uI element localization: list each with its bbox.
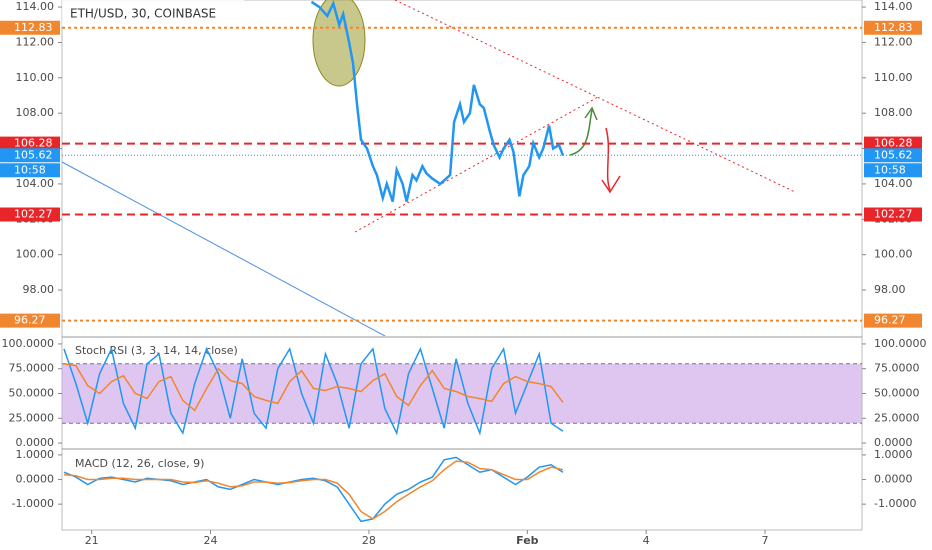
- y-tick-label: 0.0000: [16, 436, 55, 449]
- y-tick-label: 100.0000: [874, 337, 927, 350]
- arrow-down: [601, 127, 621, 194]
- y-tick-label: 108.00: [16, 106, 55, 119]
- trendline: [394, 0, 796, 193]
- y-tick-label: 98.00: [23, 283, 55, 296]
- price-label: 106.28: [14, 137, 53, 150]
- y-tick-label: 1.0000: [16, 448, 55, 461]
- countdown-box: [0, 163, 60, 178]
- price-label: 105.62: [874, 148, 913, 161]
- price-label: 96.27: [874, 314, 906, 327]
- x-tick-label: 7: [761, 534, 768, 547]
- price-label-box: [864, 207, 922, 222]
- x-tick-label: Feb: [516, 534, 539, 547]
- price-label-box: [864, 20, 922, 35]
- price-label: 112.83: [874, 21, 913, 34]
- countdown-box: [864, 163, 922, 178]
- y-tick-label: 98.00: [874, 283, 906, 296]
- y-tick-label: 1.0000: [874, 448, 913, 461]
- y-tick-label: -1.0000: [874, 497, 916, 510]
- y-tick-label: 0.0000: [874, 436, 913, 449]
- countdown: 10:58: [874, 163, 906, 176]
- y-tick-label: 75.0000: [9, 362, 55, 375]
- y-tick-label: 100.00: [16, 248, 55, 261]
- y-tick-label: 110.00: [874, 71, 913, 84]
- price-label: 96.27: [14, 314, 46, 327]
- y-tick-label: 114.00: [874, 0, 913, 13]
- price-label: 105.62: [14, 148, 53, 161]
- y-tick-label: 100.00: [874, 248, 913, 261]
- arrow-up: [569, 106, 598, 156]
- panel: [62, 0, 862, 322]
- highlight-ellipse: [312, 0, 366, 87]
- indicator-title: MACD (12, 26, close, 9): [75, 457, 204, 470]
- y-tick-label: 50.0000: [9, 386, 55, 399]
- price-label-box: [0, 148, 60, 163]
- x-tick-label: 28: [362, 534, 376, 547]
- y-tick-label: 0.0000: [16, 473, 55, 486]
- y-tick-label: 112.00: [874, 35, 913, 48]
- price-label-box: [0, 313, 60, 328]
- series-line: [63, 346, 564, 436]
- y-tick-label: 25.0000: [9, 411, 55, 424]
- x-tick-label: 21: [85, 534, 99, 547]
- y-tick-label: 100.0000: [2, 337, 55, 350]
- price-label-box: [864, 136, 922, 151]
- series-line: [63, 363, 564, 412]
- x-tick-label: 24: [204, 534, 218, 547]
- y-tick-label: 110.00: [16, 71, 55, 84]
- trendline: [62, 161, 386, 336]
- price-label: 112.83: [14, 21, 53, 34]
- indicator-title: Stoch RSI (3, 3, 14, 14, close): [75, 344, 238, 357]
- y-tick-label: 104.00: [16, 177, 55, 190]
- panel: [63, 456, 564, 523]
- x-tick-label: 4: [643, 534, 650, 547]
- y-tick-label: 112.00: [16, 35, 55, 48]
- title-bg: [62, 0, 244, 28]
- y-tick-label: 75.0000: [874, 362, 920, 375]
- y-tick-label: 114.00: [16, 0, 55, 13]
- y-tick-label: 108.00: [874, 106, 913, 119]
- y-tick-label: 0.0000: [874, 473, 913, 486]
- countdown: 10:58: [14, 163, 46, 176]
- price-label-box: [0, 20, 60, 35]
- price-label-box: [0, 136, 60, 151]
- price-label: 106.28: [874, 137, 913, 150]
- price-label-box: [0, 207, 60, 222]
- price-label: 102.27: [874, 208, 913, 221]
- series-line: [63, 456, 564, 523]
- series-line: [310, 0, 565, 203]
- y-tick-label: -1.0000: [12, 497, 54, 510]
- panel: [62, 346, 862, 436]
- price-label: 102.27: [14, 208, 53, 221]
- price-label-box: [864, 313, 922, 328]
- chart-title: ETH/USD, 30, COINBASE: [70, 7, 216, 21]
- price-label-box: [864, 148, 922, 163]
- plot-frame: [61, 0, 863, 531]
- y-tick-label: 25.0000: [874, 411, 920, 424]
- trendline: [354, 96, 599, 233]
- y-tick-label: 50.0000: [874, 386, 920, 399]
- series-line: [63, 460, 564, 520]
- y-tick-label: 104.00: [874, 177, 913, 190]
